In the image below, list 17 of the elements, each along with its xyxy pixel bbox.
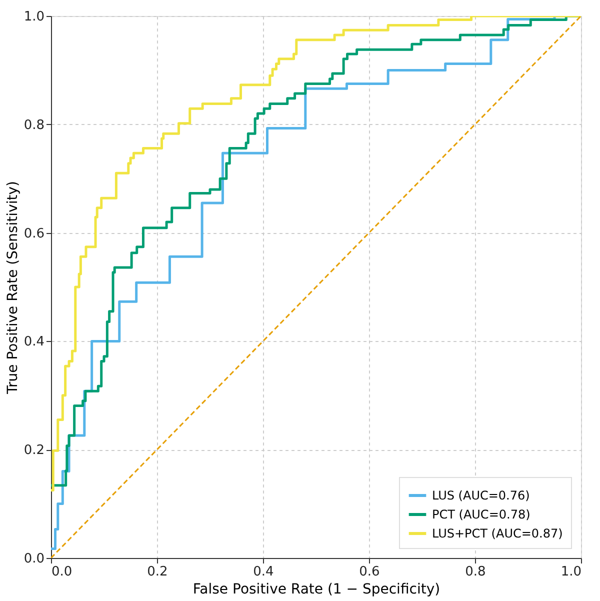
x-tick-label: 0.8 (465, 564, 486, 580)
legend-label: PCT (AUC=0.78) (432, 508, 530, 522)
y-tick-label: 0.0 (24, 552, 44, 566)
x-tick-label: 1.0 (560, 564, 582, 580)
y-tick-label: 0.6 (24, 226, 44, 242)
x-tick-label: 0.4 (253, 564, 274, 580)
legend-label: LUS (AUC=0.76) (432, 488, 530, 502)
y-tick-label: 0.8 (24, 118, 44, 133)
legend-label: LUS+PCT (AUC=0.87) (432, 526, 563, 540)
y-axis-title: True Positive Rate (Sensitivity) (4, 181, 21, 395)
y-tick-label: 1.0 (24, 10, 44, 24)
x-axis-title: False Positive Rate (1 − Specificity) (192, 582, 440, 598)
x-tick-label: 0.2 (147, 564, 168, 580)
y-tick-label: 0.2 (24, 443, 44, 458)
y-tick-label: 0.4 (24, 334, 44, 350)
x-tick-label: 0.0 (52, 564, 72, 580)
x-tick-label: 0.6 (359, 564, 380, 580)
